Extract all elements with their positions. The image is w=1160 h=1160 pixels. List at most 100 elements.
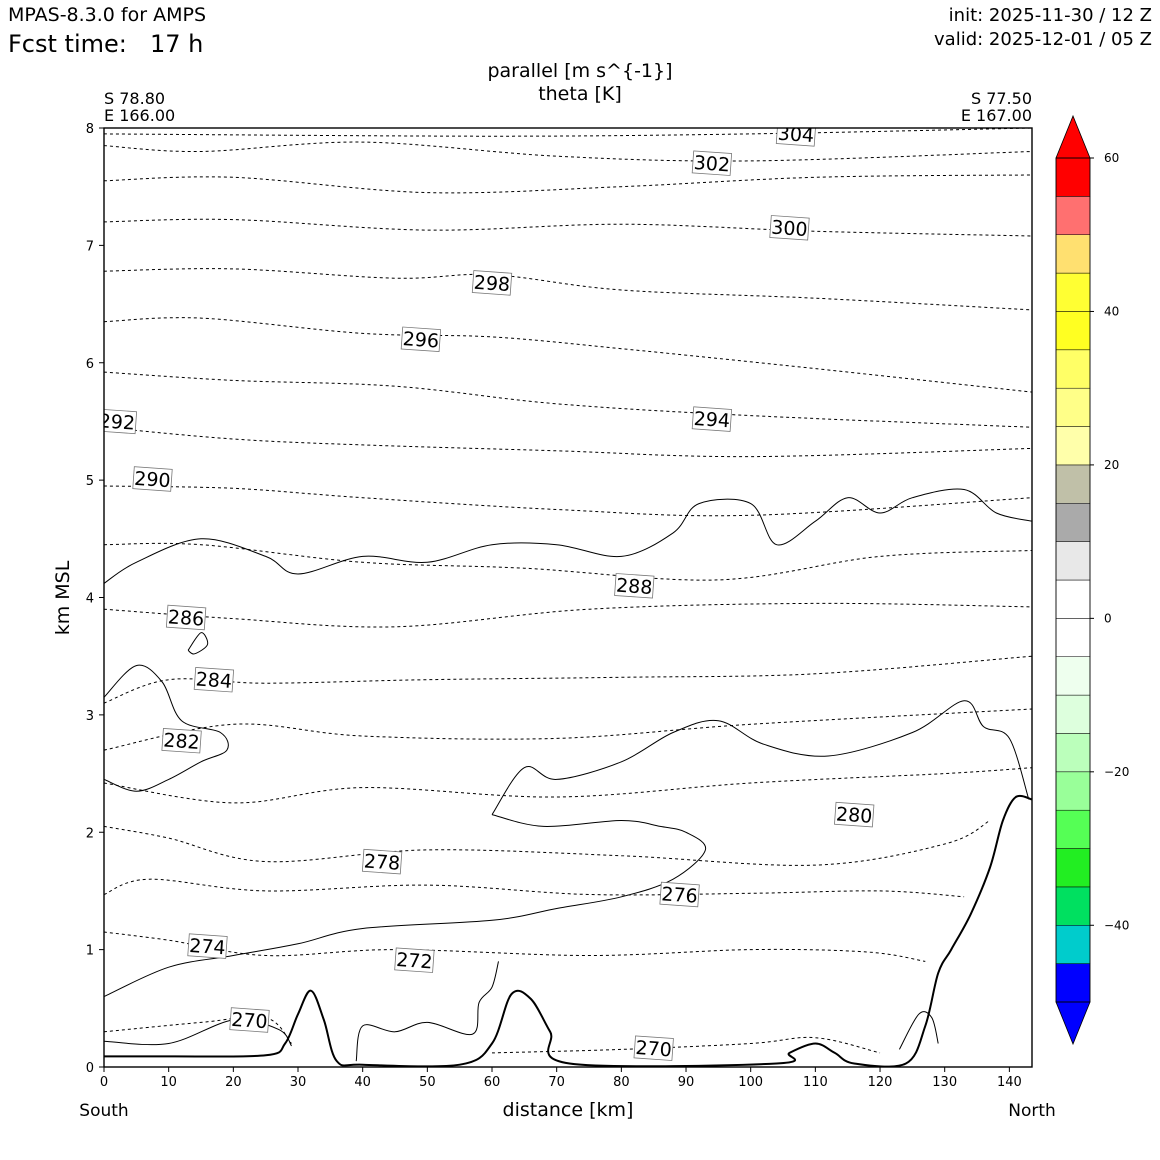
- colorbar-segment: [1055, 694, 1091, 734]
- theta-label-text: 300: [771, 217, 809, 241]
- colorbar-segment: [1055, 656, 1091, 696]
- x-tick-label: 90: [678, 1075, 695, 1090]
- theta-contour-302-1: [104, 141, 1032, 162]
- wind-contour-6: [898, 1011, 939, 1050]
- x-tick-label: 120: [868, 1075, 893, 1090]
- theta-label-text: 278: [363, 850, 401, 874]
- theta-label-280-12: 280: [834, 801, 875, 828]
- theta-label-box: [400, 326, 442, 353]
- x-tick-label: 0: [100, 1075, 108, 1090]
- colorbar-extend-min: [1055, 1001, 1091, 1046]
- theta-label-box: [471, 270, 513, 296]
- theta-label-text: 276: [661, 883, 699, 907]
- y-tick-label: 6: [86, 357, 94, 372]
- left-endpoint-lon: E 166.00: [104, 106, 176, 125]
- theta-label-box: [161, 727, 202, 754]
- chart-title-wind: parallel [m s^{-1}]: [487, 60, 673, 82]
- colorbar-segment: [1055, 234, 1091, 274]
- theta-label-box: [165, 604, 207, 631]
- theta-contour-300-2: [104, 174, 1032, 194]
- x-tick-label: 10: [160, 1075, 177, 1090]
- theta-label-box: [361, 848, 403, 875]
- theta-contour-274-15: [104, 878, 965, 898]
- wind-contour-1: [104, 664, 229, 792]
- colorbar-segment: [1055, 311, 1091, 351]
- theta-label-box: [633, 1035, 674, 1061]
- wind-contour-4: [187, 632, 209, 655]
- right-endpoint-lat: S 77.50: [970, 89, 1032, 108]
- x-tick-label: 40: [354, 1075, 371, 1090]
- theta-label-288-8: 288: [614, 573, 655, 599]
- colorbar-tick-label: −40: [1104, 918, 1129, 932]
- colorbar-frame: [1055, 157, 1091, 1003]
- theta-label-294-5: 294: [691, 406, 733, 432]
- theta-label-box: [187, 933, 228, 959]
- theta-contour-282-11: [104, 655, 1032, 704]
- theta-label-302-1: 302: [691, 150, 733, 176]
- theta-label-298-3: 298: [471, 270, 513, 296]
- theta-label-274-15: 274: [187, 933, 228, 959]
- theta-label-box: [229, 1007, 270, 1033]
- theta-label-box: [834, 801, 875, 828]
- y-tick-label: 1: [86, 944, 94, 959]
- colorbar-segment: [1055, 579, 1091, 619]
- theta-label-text: 280: [835, 803, 873, 827]
- chart-title-theta: theta [K]: [538, 83, 622, 105]
- colorbar-tick-label: 0: [1104, 611, 1112, 625]
- wind-contour-5: [355, 961, 499, 1062]
- theta-contour-298-3: [104, 218, 1032, 237]
- theta-label-box: [394, 947, 435, 973]
- y-tick-label: 8: [86, 122, 94, 137]
- right-endpoint-lon: E 167.00: [960, 106, 1032, 125]
- colorbar-segment: [1055, 886, 1091, 926]
- theta-label-box: [775, 128, 817, 147]
- theta-label-276-14: 276: [659, 881, 700, 908]
- theta-label-text: 292: [98, 410, 136, 434]
- x-tick-label: 80: [613, 1075, 630, 1090]
- theta-label-text: 290: [134, 468, 172, 492]
- theta-label-text: 304: [777, 123, 815, 147]
- colorbar-segment: [1055, 771, 1091, 811]
- colorbar-segment: [1055, 541, 1091, 581]
- theta-contour-270-18: [491, 1036, 881, 1054]
- south-label: South: [79, 1101, 129, 1121]
- theta-label-box: [691, 406, 733, 432]
- wind-contour-2: [491, 700, 1030, 815]
- theta-label-text: 284: [195, 668, 233, 692]
- theta-label-text: 270: [231, 1009, 269, 1033]
- theta-label-text: 270: [635, 1037, 673, 1061]
- model-name: MPAS-8.3.0 for AMPS: [8, 4, 207, 26]
- forecast-time-value: 17 h: [150, 30, 204, 58]
- colorbar-segment: [1055, 196, 1091, 235]
- x-tick-label: 60: [484, 1075, 501, 1090]
- theta-contour-280-12: [104, 708, 1032, 751]
- theta-label-text: 288: [615, 575, 653, 599]
- theta-label-292-6: 292: [98, 408, 138, 435]
- theta-label-text: 272: [395, 949, 433, 973]
- theta-label-282-11: 282: [161, 727, 202, 754]
- theta-label-284-10: 284: [193, 666, 235, 693]
- y-tick-label: 7: [86, 239, 94, 254]
- y-tick-label: 2: [86, 826, 94, 841]
- north-label: North: [1008, 1101, 1056, 1121]
- theta-label-300-2: 300: [769, 215, 810, 241]
- theta-label-box: [132, 466, 173, 492]
- x-tick-label: 50: [419, 1075, 436, 1090]
- colorbar-segment: [1055, 618, 1091, 657]
- theta-contour-276-14: [104, 820, 991, 866]
- theta-label-text: 302: [693, 152, 731, 176]
- y-tick-label: 0: [86, 1061, 94, 1076]
- theta-contour-292-6: [104, 371, 1032, 428]
- theta-label-text: 286: [167, 606, 205, 630]
- theta-label-box: [614, 573, 655, 599]
- colorbar-segment: [1055, 503, 1091, 542]
- theta-label-text: 274: [189, 935, 227, 959]
- theta-label-278-13: 278: [361, 848, 403, 875]
- theta-label-box: [769, 215, 810, 241]
- y-tick-label: 5: [86, 474, 94, 489]
- theta-contour-288-8: [104, 485, 1032, 517]
- x-tick-label: 130: [932, 1075, 957, 1090]
- y-tick-label: 4: [86, 592, 94, 607]
- x-tick-label: 20: [225, 1075, 242, 1090]
